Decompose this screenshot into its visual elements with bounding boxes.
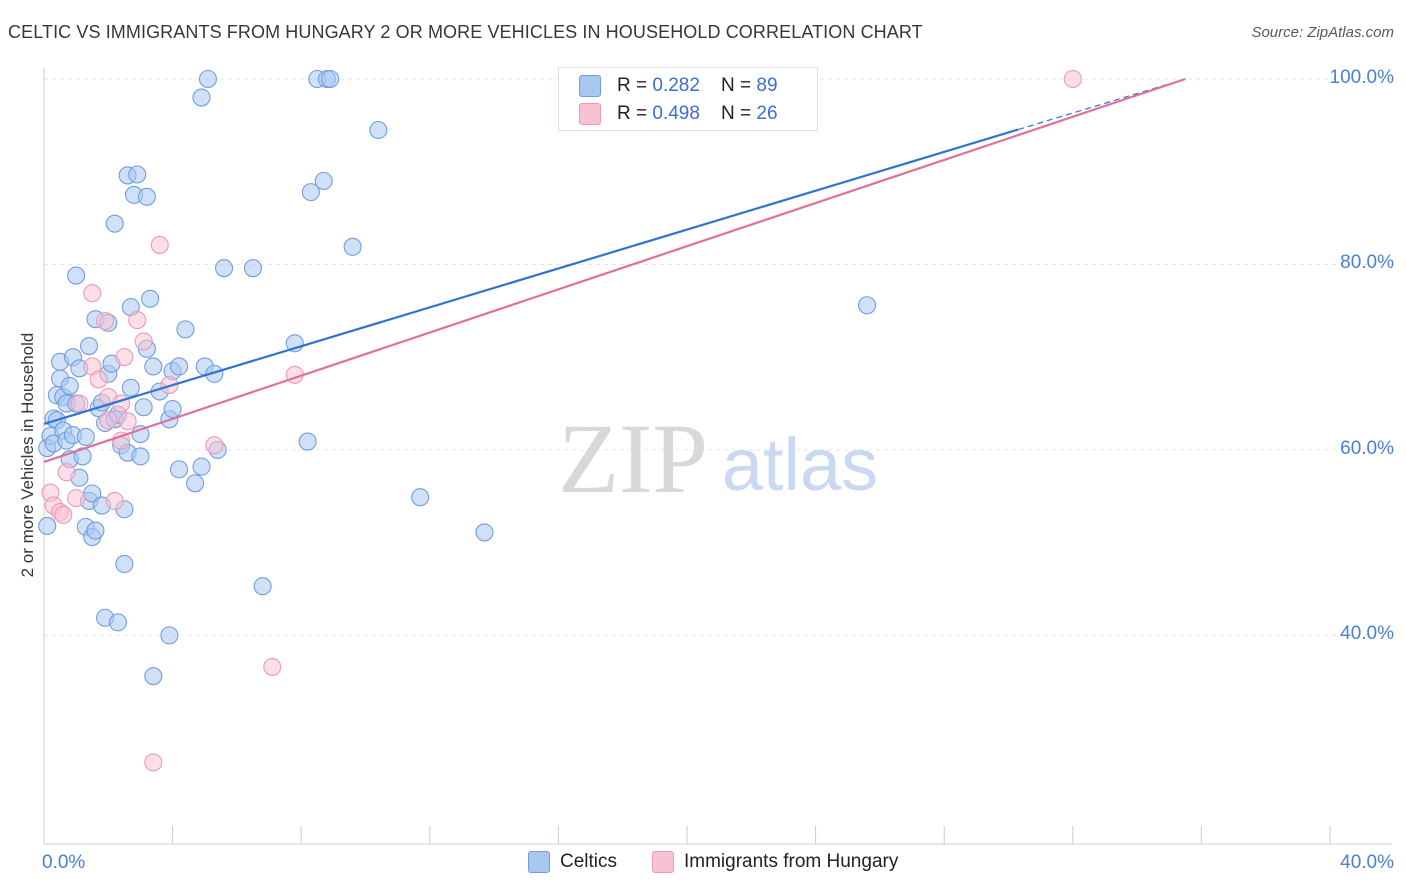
data-point <box>121 378 140 397</box>
watermark: ZIP atlas <box>558 403 878 514</box>
data-point <box>60 376 79 395</box>
data-point <box>115 348 134 367</box>
hungary-points <box>41 69 1082 772</box>
data-point <box>263 657 282 676</box>
data-point <box>38 516 57 535</box>
data-point <box>169 460 189 479</box>
data-point <box>163 400 182 419</box>
legend-n-label: N = <box>721 103 757 124</box>
y-tick-label: 40.0% <box>1340 623 1394 645</box>
x-tick-label-max: 40.0% <box>1340 852 1394 873</box>
data-point <box>314 171 333 191</box>
axes <box>43 68 1392 845</box>
data-point <box>96 311 115 331</box>
data-point <box>67 489 86 508</box>
data-point <box>99 411 118 430</box>
legend-item-hungary[interactable]: Immigrants from Hungary <box>652 851 898 873</box>
data-point <box>141 289 160 308</box>
watermark-zip: ZIP <box>558 403 708 514</box>
data-point <box>857 296 877 315</box>
data-point <box>198 69 218 89</box>
series-legend: Celtics Immigrants from Hungary <box>0 851 1406 877</box>
legend-label-hungary: Immigrants from Hungary <box>684 851 899 872</box>
data-point <box>128 165 147 184</box>
data-point <box>475 523 494 542</box>
legend-label-celtics: Celtics <box>560 851 618 872</box>
data-point <box>192 88 211 107</box>
data-point <box>108 613 127 632</box>
trend-line-celtics <box>43 128 1019 425</box>
grid-lines <box>44 78 1392 636</box>
data-point <box>76 427 95 446</box>
legend-n-value: 26 <box>756 103 778 124</box>
data-point <box>253 577 272 596</box>
legend-r-value: 0.498 <box>652 103 700 124</box>
data-point <box>205 436 224 455</box>
legend-r-value: 0.282 <box>652 75 700 96</box>
legend-swatch-celtics <box>579 75 601 97</box>
data-point <box>411 488 430 507</box>
trend-line-hungary <box>43 77 1186 464</box>
legend-swatch-hungary <box>652 851 674 873</box>
trend-lines <box>43 77 1186 464</box>
data-point <box>54 505 73 524</box>
data-point <box>137 187 156 206</box>
data-point <box>115 554 134 574</box>
data-point <box>298 432 317 451</box>
legend-r-label: R = <box>617 103 653 124</box>
data-point <box>134 332 153 351</box>
data-point <box>192 457 211 476</box>
data-point <box>144 357 163 376</box>
data-point <box>243 259 263 278</box>
watermark-atlas: atlas <box>722 423 878 506</box>
data-point <box>79 337 99 356</box>
legend-row-celtics: R = 0.282 N = 89 <box>579 74 778 98</box>
legend-swatch-hungary <box>579 103 601 125</box>
legend-swatch-celtics <box>528 851 550 873</box>
y-tick-label: 80.0% <box>1340 252 1394 274</box>
y-tick-label: 60.0% <box>1340 437 1394 459</box>
legend-item-celtics[interactable]: Celtics <box>528 851 617 873</box>
data-point <box>214 259 234 278</box>
data-point <box>105 214 124 233</box>
data-point <box>144 667 163 686</box>
data-point <box>105 491 124 510</box>
data-point <box>321 69 340 89</box>
data-point <box>70 394 89 413</box>
data-point <box>57 463 76 482</box>
data-point <box>186 474 205 493</box>
legend-n-label: N = <box>721 75 757 96</box>
data-point <box>169 357 189 376</box>
x-tick-label-min: 0.0% <box>42 852 86 873</box>
data-point <box>369 120 388 140</box>
data-point <box>160 626 179 645</box>
data-point <box>131 447 150 466</box>
correlation-legend: R = 0.282 N = 89 R = 0.498 N = 26 <box>558 67 818 131</box>
data-point <box>128 311 147 330</box>
chart-title: CELTIC VS IMMIGRANTS FROM HUNGARY 2 OR M… <box>8 22 923 42</box>
data-point <box>176 320 195 339</box>
legend-r-label: R = <box>617 75 653 96</box>
data-point <box>150 235 169 255</box>
legend-row-hungary: R = 0.498 N = 26 <box>579 102 778 126</box>
data-point <box>83 284 102 303</box>
data-point <box>89 370 108 389</box>
data-point <box>134 398 153 417</box>
data-point <box>86 521 105 540</box>
data-point <box>343 237 362 256</box>
y-tick-label: 100.0% <box>1329 67 1394 88</box>
chart-source: Source: ZipAtlas.com <box>1251 24 1394 41</box>
data-point <box>144 753 163 772</box>
data-point <box>301 183 320 202</box>
legend-n-value: 89 <box>756 75 778 96</box>
data-point <box>67 266 86 285</box>
data-point <box>118 412 137 431</box>
data-point <box>1063 69 1082 89</box>
y-axis-title: 2 or more Vehicles in Household <box>18 332 37 578</box>
